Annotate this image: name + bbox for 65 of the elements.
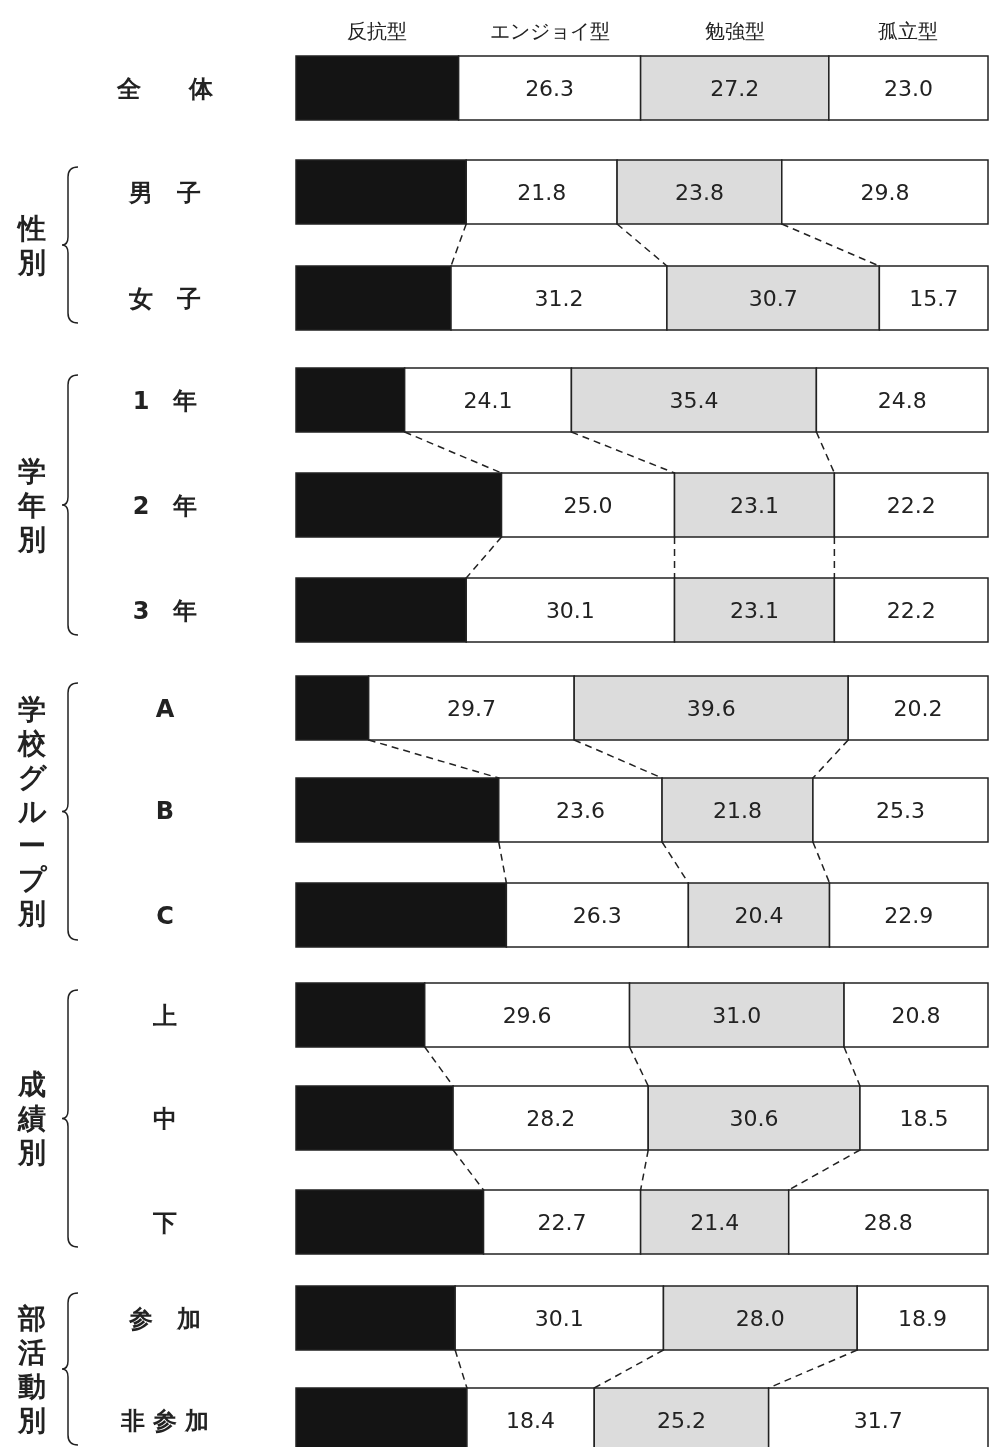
- text: 性別: [16, 211, 46, 279]
- y-tick-label: 男 子: [128, 179, 201, 207]
- data-label: 30.1: [534, 1306, 584, 1331]
- y-tick-label: A: [155, 695, 175, 723]
- data-label: 31.0: [712, 1003, 762, 1028]
- data-label: 21.8: [517, 180, 567, 205]
- text: 孤立型: [878, 19, 939, 43]
- y-tick-label: 非 参 加: [119, 1407, 210, 1435]
- y-tick-label: 全 体: [116, 75, 214, 103]
- data-label: 28.0: [735, 1306, 785, 1331]
- y-tick-label: B: [155, 797, 175, 825]
- y-tick-label: 参 加: [128, 1305, 201, 1333]
- data-label: 18.4: [506, 1408, 556, 1433]
- y-tick-label: 1 年: [132, 387, 198, 415]
- y-tick-label: 中: [153, 1105, 177, 1133]
- data-label: 22.2: [886, 598, 936, 623]
- data-label: 25.2: [656, 1408, 706, 1433]
- text: 学校グループ別: [16, 693, 48, 931]
- data-label: 20.4: [734, 903, 784, 928]
- data-label: 31.2: [534, 286, 584, 311]
- data-label: 28.8: [863, 1210, 913, 1235]
- data-label: 18.5: [899, 1106, 949, 1131]
- data-label: 29.8: [860, 180, 910, 205]
- data-label: 30.7: [748, 286, 798, 311]
- y-tick-label: 下: [152, 1209, 177, 1237]
- y-tick-label: 3 年: [132, 597, 198, 625]
- data-label: 28.2: [526, 1106, 576, 1131]
- data-label: 35.4: [669, 388, 719, 413]
- data-label: 26.3: [572, 903, 622, 928]
- data-label: 22.9: [884, 903, 934, 928]
- data-label: 23.1: [729, 493, 779, 518]
- data-label: 25.0: [563, 493, 613, 518]
- data-label: 23.6: [555, 798, 605, 823]
- data-label: 21.4: [690, 1210, 740, 1235]
- data-label: 22.2: [886, 493, 936, 518]
- y-tick-label: 上: [152, 1002, 177, 1030]
- text: 部活動別: [17, 1301, 46, 1437]
- y-tick-label: 2 年: [132, 492, 198, 520]
- y-tick-label: 女 子: [128, 285, 201, 313]
- data-label: 26.3: [525, 76, 575, 101]
- data-label: 39.6: [686, 696, 736, 721]
- data-label: 18.9: [898, 1306, 948, 1331]
- text: エンジョイ型: [489, 19, 610, 43]
- data-label: 23.1: [729, 598, 779, 623]
- data-label: 25.3: [875, 798, 925, 823]
- data-label: 31.7: [853, 1408, 903, 1433]
- data-label: 24.8: [877, 388, 927, 413]
- data-label: 15.7: [909, 286, 959, 311]
- text: 成績別: [17, 1068, 46, 1170]
- data-label: 22.7: [537, 1210, 587, 1235]
- data-label: 29.7: [446, 696, 496, 721]
- data-label: 29.6: [502, 1003, 552, 1028]
- data-label: 30.1: [545, 598, 595, 623]
- data-label: 21.8: [713, 798, 762, 823]
- text: 学年別: [17, 454, 46, 556]
- data-label: 20.8: [891, 1003, 941, 1028]
- data-label: 27.2: [710, 76, 760, 101]
- data-label: 20.2: [893, 696, 943, 721]
- text: 反抗型: [347, 19, 408, 43]
- text: 勉強型: [704, 19, 765, 43]
- data-label: 23.8: [674, 180, 724, 205]
- data-label: 30.6: [729, 1106, 779, 1131]
- data-label: 23.0: [883, 76, 933, 101]
- y-tick-label: C: [156, 902, 174, 930]
- data-label: 24.1: [463, 388, 513, 413]
